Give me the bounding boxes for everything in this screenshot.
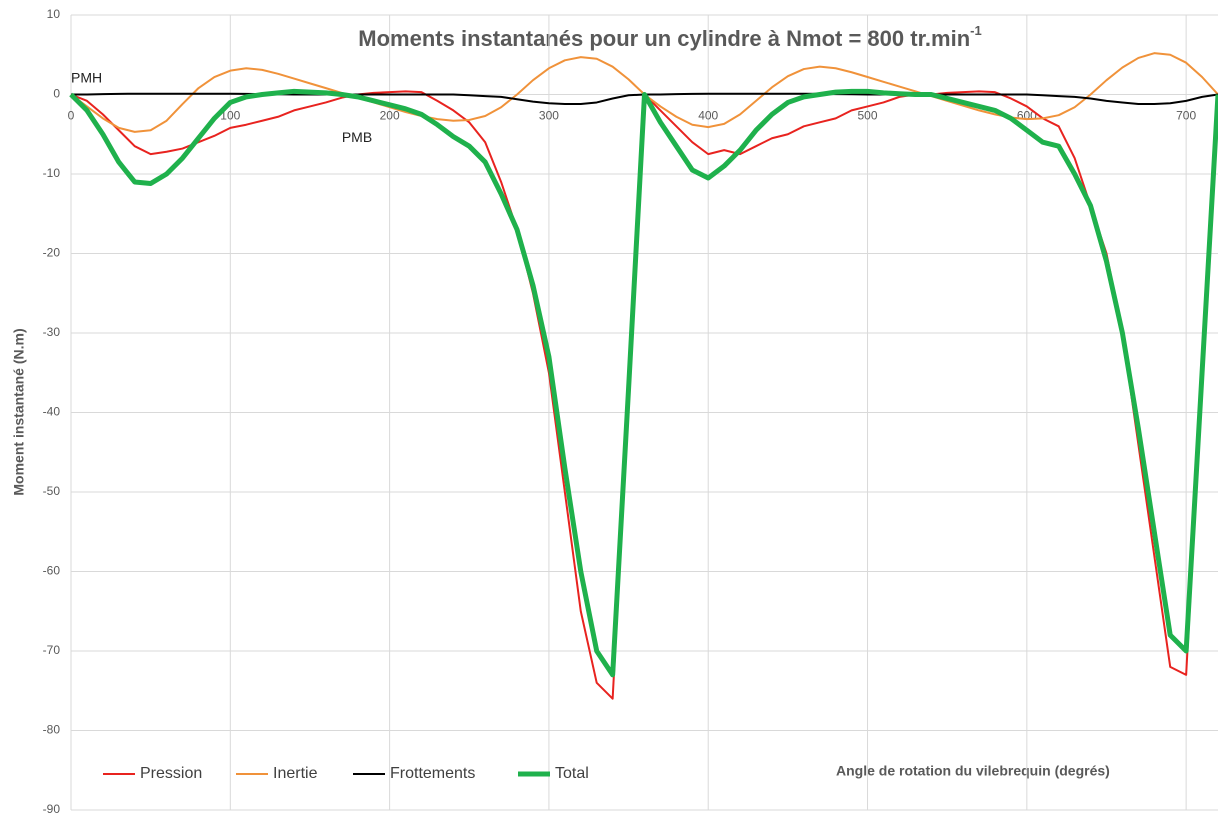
y-tick-label: 10 — [47, 7, 61, 21]
y-tick-label: -30 — [43, 325, 61, 339]
x-tick-label: 200 — [380, 109, 400, 123]
y-axis-label: Moment instantané (N.m) — [11, 328, 27, 495]
y-tick-label: -80 — [43, 723, 61, 737]
legend-label: Frottements — [390, 765, 475, 782]
x-tick-label: 0 — [68, 109, 75, 123]
legend-label: Inertie — [273, 765, 318, 782]
y-tick-label: -50 — [43, 484, 61, 498]
title-superscript: -1 — [970, 23, 982, 38]
annotation: PMH — [71, 69, 102, 85]
x-axis-label: Angle de rotation du vilebrequin (degrés… — [836, 763, 1110, 779]
y-tick-label: 0 — [53, 87, 60, 101]
legend-label: Total — [555, 765, 589, 782]
x-tick-label: 400 — [698, 109, 718, 123]
x-tick-label: 300 — [539, 109, 559, 123]
chart-title: Moments instantanés pour un cylindre à N… — [358, 23, 981, 50]
legend-label: Pression — [140, 765, 202, 782]
x-tick-label: 100 — [220, 109, 240, 123]
x-tick-label: 700 — [1176, 109, 1196, 123]
y-tick-label: -60 — [43, 564, 61, 578]
y-tick-label: -70 — [43, 643, 61, 657]
y-tick-label: -10 — [43, 166, 61, 180]
y-tick-label: -90 — [43, 802, 61, 813]
series-line — [69, 88, 1218, 678]
x-tick-label: 500 — [858, 109, 878, 123]
annotation: PMB — [342, 129, 372, 145]
title-text: Moments instantanés pour un cylindre à N… — [358, 26, 970, 51]
series-line — [70, 90, 1218, 700]
y-tick-label: -20 — [43, 246, 61, 260]
y-tick-label: -40 — [43, 405, 61, 419]
